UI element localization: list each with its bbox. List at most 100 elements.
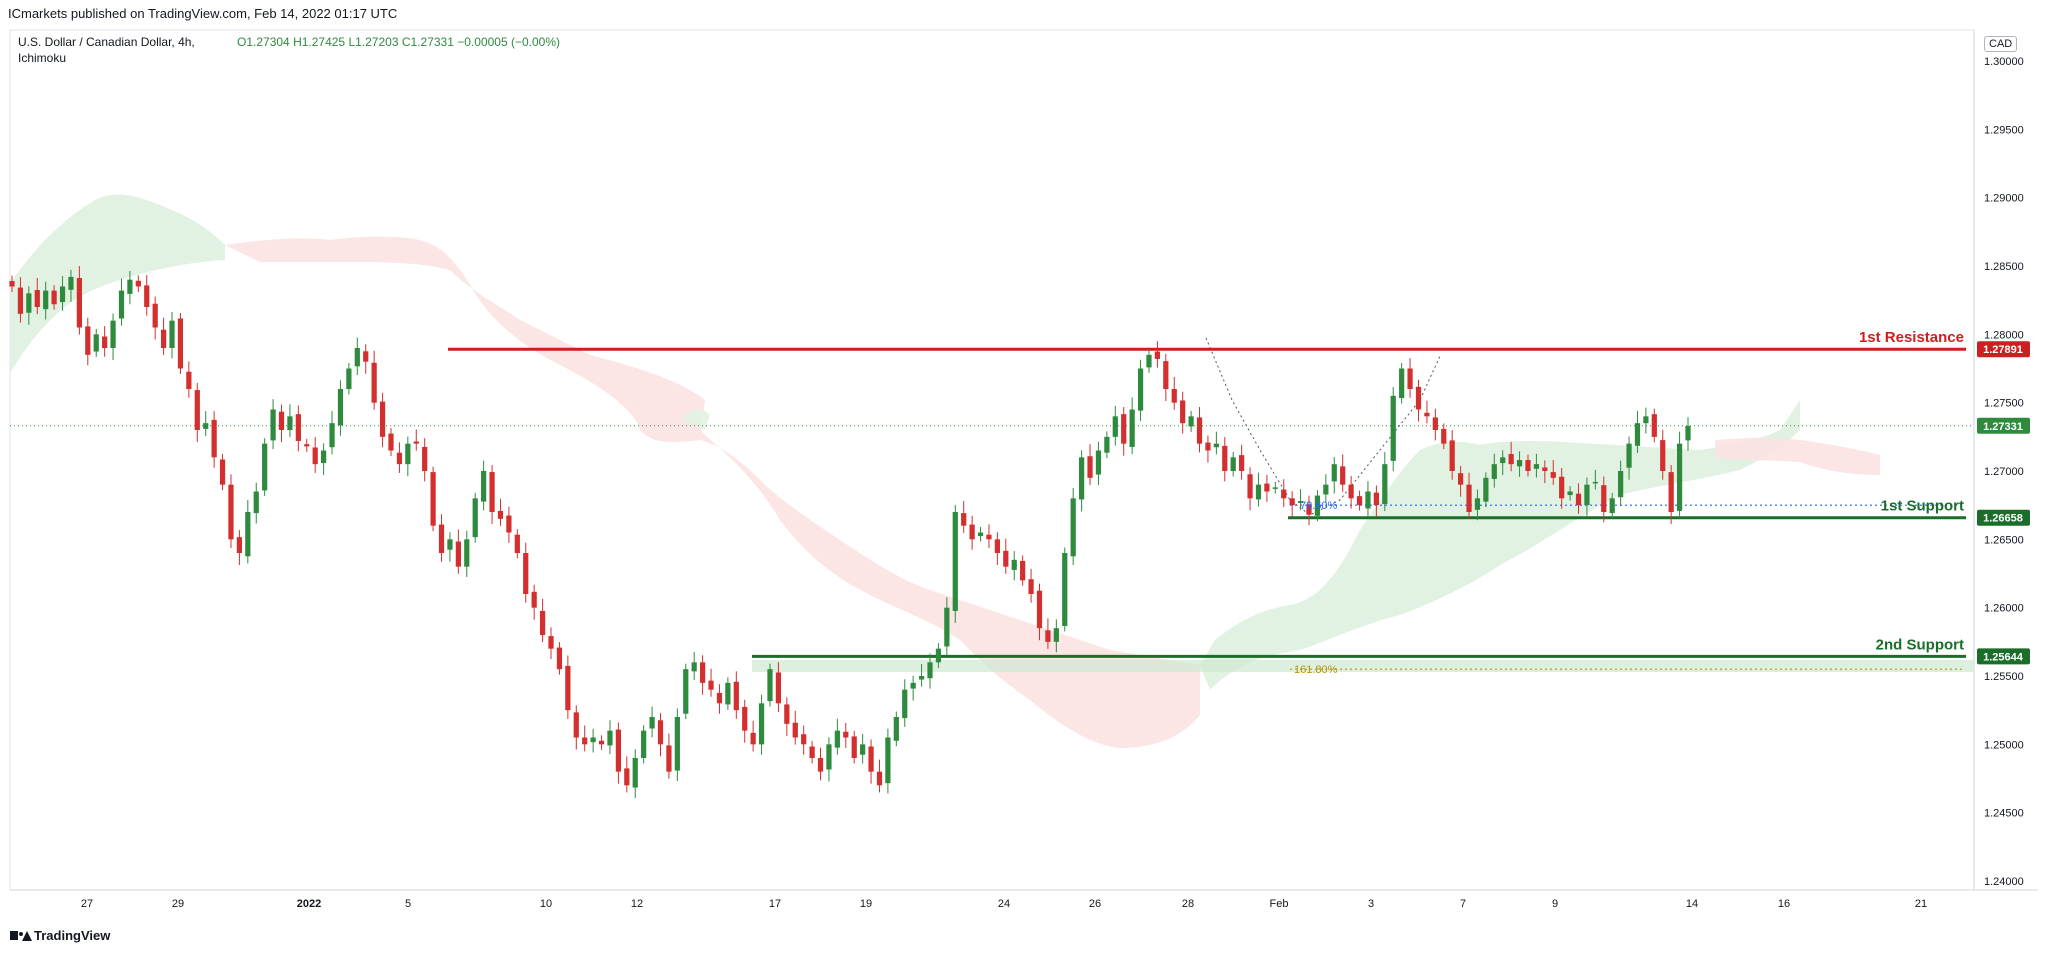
candle-up — [1129, 409, 1135, 447]
candle-down — [742, 706, 748, 731]
candle-up — [1685, 425, 1691, 441]
candle-up — [1626, 443, 1632, 468]
candle-up — [1483, 477, 1489, 502]
x-tick-label: 7 — [1460, 898, 1466, 910]
x-tick-label: 28 — [1182, 898, 1194, 910]
candle-down — [194, 390, 200, 430]
candle-down — [969, 524, 975, 540]
candle-down — [1289, 498, 1295, 506]
level-label-0: 1st Resistance — [1859, 329, 1964, 346]
candle-down — [135, 280, 141, 287]
candle-down — [1239, 455, 1245, 471]
candle-down — [236, 537, 243, 553]
candle-down — [1668, 472, 1674, 512]
y-tick-label: 1.25500 — [1984, 671, 2024, 683]
candle-down — [9, 281, 15, 287]
x-tick-label: 21 — [1915, 898, 1927, 910]
candle-down — [1205, 442, 1211, 451]
candle-up — [1399, 368, 1405, 399]
indicator-label[interactable]: Ichimoku — [18, 51, 67, 65]
y-tick-label: 1.30000 — [1984, 56, 2024, 68]
candle-down — [76, 278, 82, 328]
candle-down — [775, 672, 782, 704]
candle-up — [1390, 395, 1396, 461]
candle-up — [1137, 368, 1144, 411]
candle-down — [1373, 492, 1379, 506]
candle-down — [817, 758, 824, 772]
candle-up — [860, 744, 866, 755]
candle-down — [573, 712, 579, 738]
candle-down — [396, 452, 403, 465]
candle-up — [758, 703, 765, 745]
candle-down — [1222, 445, 1228, 471]
tradingview-logo[interactable]: TradingView — [10, 928, 110, 943]
tv-logo-text: TradingView — [34, 928, 111, 943]
candle-down — [556, 647, 563, 670]
candle-down — [102, 336, 108, 348]
candle-down — [1575, 493, 1582, 506]
candle-up — [93, 334, 99, 352]
candle-up — [472, 498, 478, 538]
y-tick-label: 1.29500 — [1984, 124, 2024, 136]
candle-up — [1146, 354, 1152, 368]
candle-up — [902, 689, 908, 719]
candle-up — [203, 423, 209, 429]
candle-down — [784, 704, 790, 724]
candle-down — [1247, 474, 1253, 499]
candle-up — [893, 717, 899, 741]
candle-up — [649, 717, 655, 729]
candle-down — [716, 692, 723, 704]
candle-up — [329, 423, 335, 448]
cloud-bear-future — [1715, 437, 1880, 475]
symbol-title[interactable]: U.S. Dollar / Canadian Dollar, 4h, — [18, 35, 195, 49]
candle-up — [59, 286, 66, 303]
candle-up — [253, 491, 259, 514]
candle-up — [1676, 443, 1683, 511]
candle-down — [624, 768, 630, 786]
candle-down — [489, 472, 495, 512]
candle-up — [1500, 457, 1506, 464]
candle-down — [455, 541, 461, 567]
candle-down — [1036, 590, 1043, 629]
x-tick-label: 16 — [1778, 898, 1790, 910]
candle-up — [826, 744, 832, 770]
x-tick-label: 19 — [860, 898, 872, 910]
level-price-text: 1.27891 — [1983, 344, 2023, 356]
candle-up — [1062, 553, 1068, 626]
ohlc-high: H1.27425 — [293, 35, 346, 49]
y-tick-label: 1.29000 — [1984, 193, 2024, 205]
cloud-bear-2 — [700, 430, 1200, 748]
candle-up — [1112, 416, 1118, 437]
candle-down — [876, 771, 883, 786]
level-price-badge — [1977, 341, 2030, 358]
candle-down — [312, 447, 318, 465]
candle-down — [1281, 489, 1287, 499]
candle-down — [1651, 414, 1657, 437]
candle-up — [918, 676, 925, 680]
candle-down — [430, 472, 436, 526]
candle-down — [1432, 417, 1438, 430]
tv-logo-icon — [10, 930, 32, 942]
candle-up — [464, 539, 470, 567]
candle-up — [641, 730, 647, 758]
x-tick-label: 14 — [1686, 898, 1698, 910]
candle-down — [413, 441, 419, 444]
currency-badge[interactable]: CAD — [1984, 36, 2018, 52]
candle-down — [422, 446, 428, 471]
candle-down — [615, 729, 622, 772]
x-tick-label: 24 — [998, 898, 1010, 910]
level-price-text: 1.26658 — [1983, 513, 2023, 525]
y-tick-label: 1.24500 — [1984, 808, 2024, 820]
cloud-bull-3 — [1200, 400, 1800, 690]
y-tick-label: 1.25000 — [1984, 739, 2024, 751]
candle-up — [944, 607, 950, 647]
candle-up — [1584, 484, 1590, 506]
candle-up — [952, 512, 958, 611]
level-label-2: 2nd Support — [1876, 636, 1964, 653]
candle-down — [1340, 466, 1346, 485]
candle-down — [17, 287, 24, 314]
candle-down — [598, 740, 605, 745]
x-tick-label: 9 — [1552, 898, 1558, 910]
candle-down — [1525, 460, 1531, 471]
